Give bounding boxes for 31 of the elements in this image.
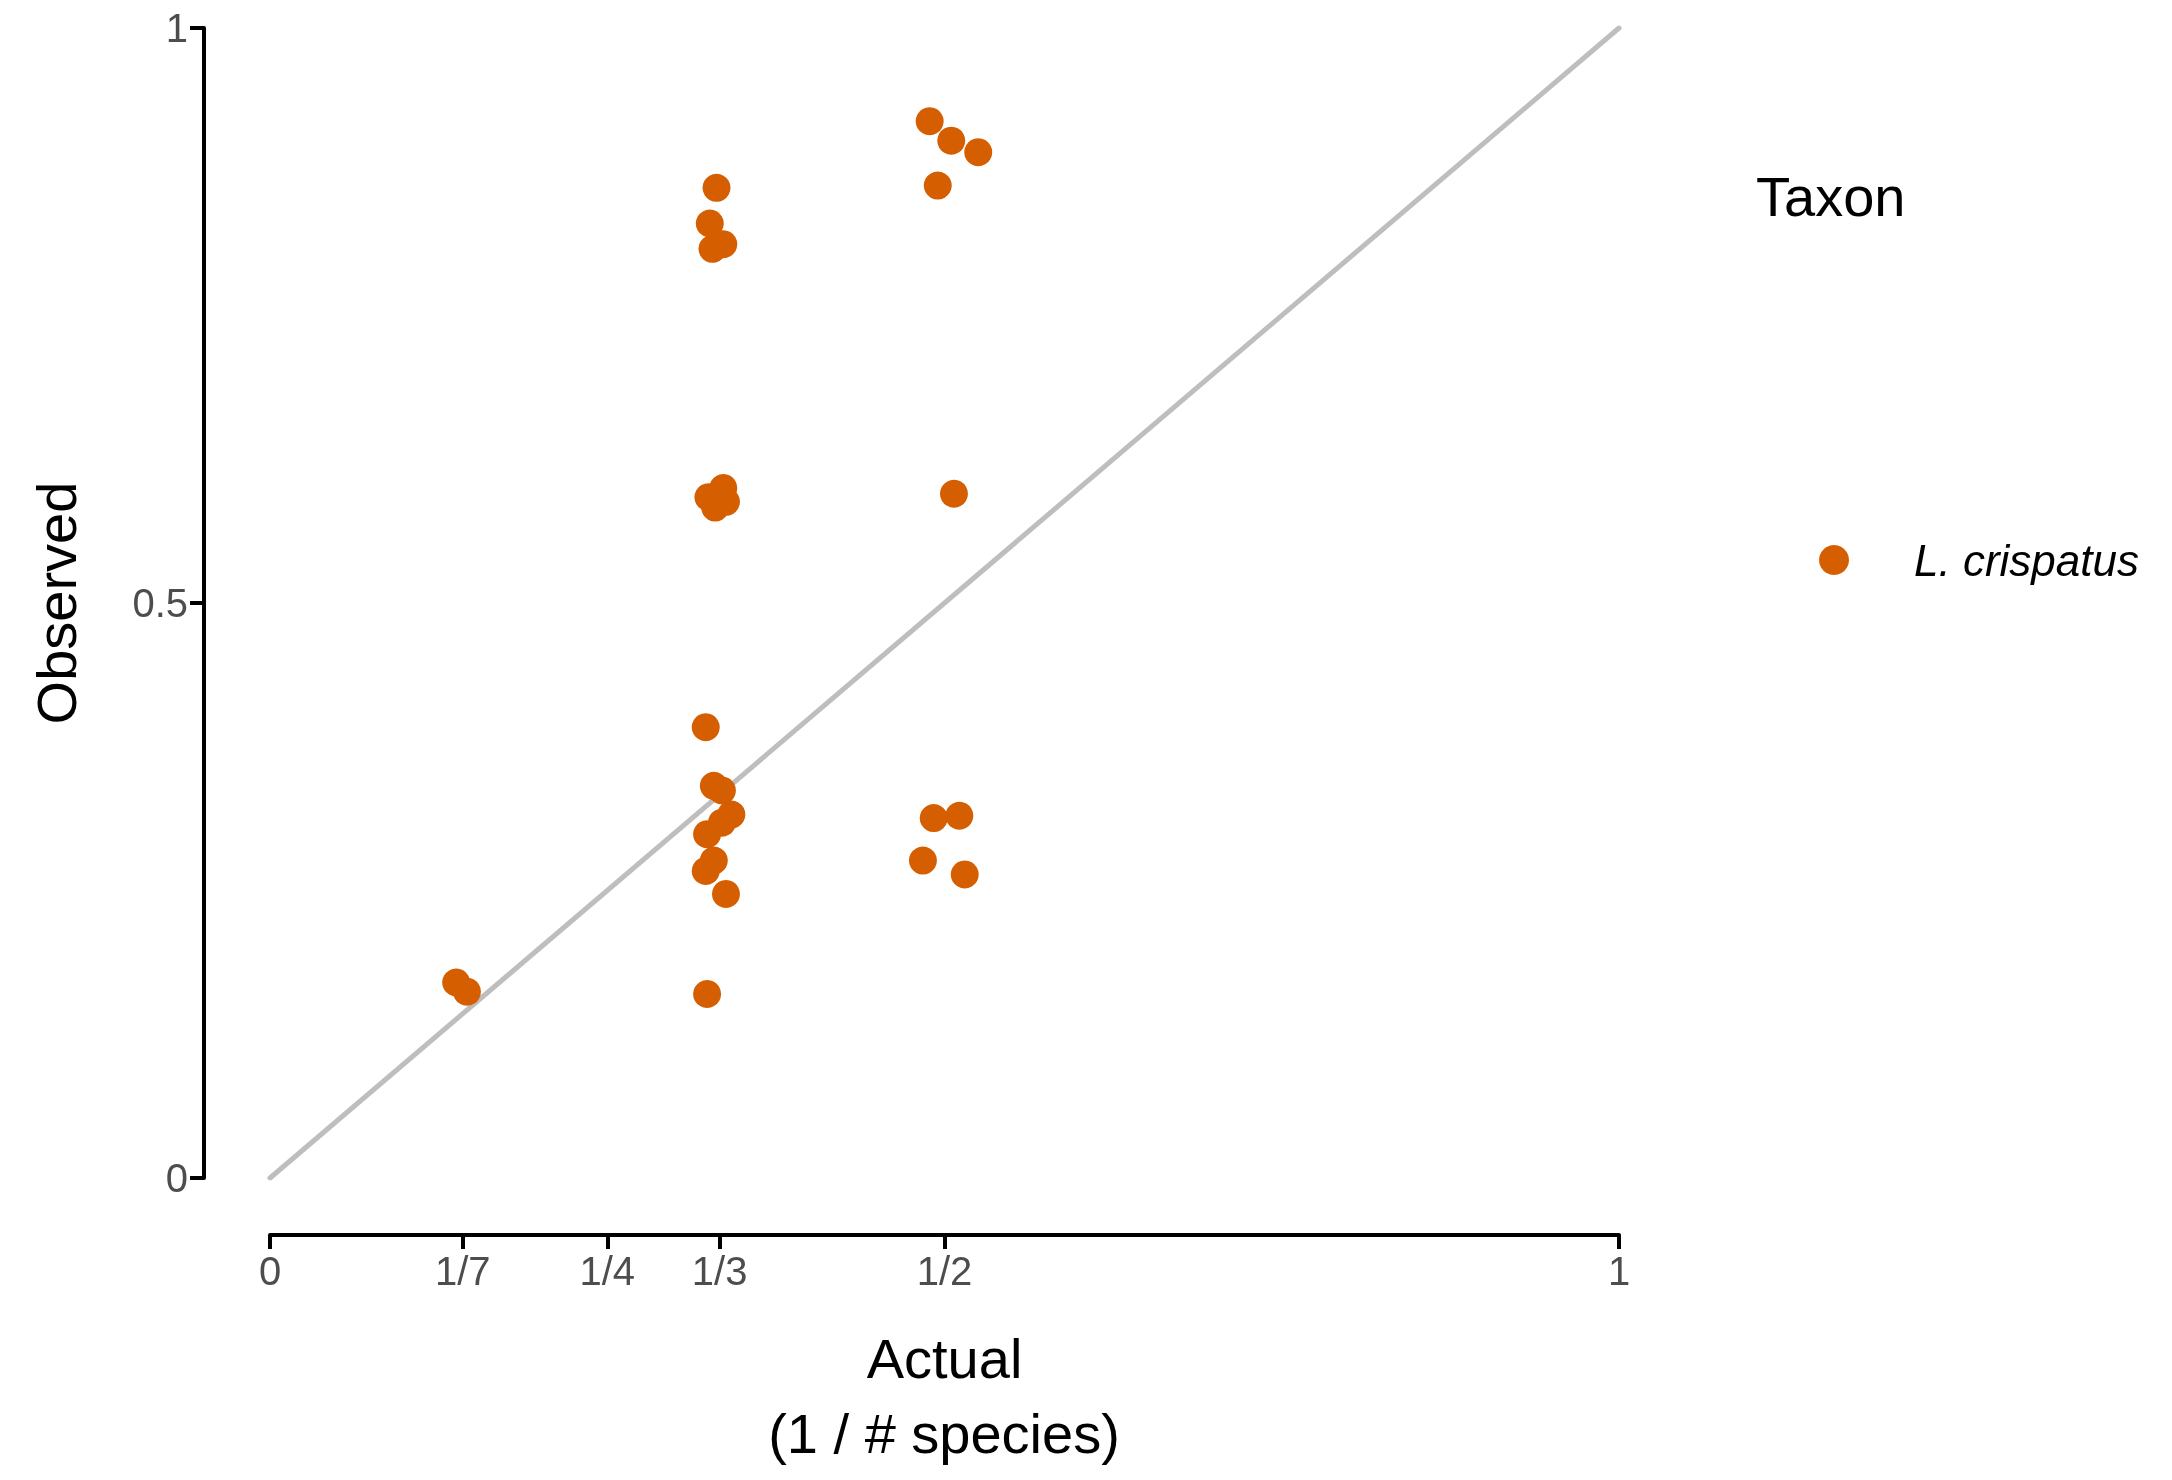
point <box>915 107 944 136</box>
point <box>693 820 722 849</box>
legend-label: L. crispatus <box>1914 535 2139 585</box>
legend-title: Taxon <box>1756 164 1906 228</box>
point <box>711 879 740 908</box>
point <box>950 860 979 889</box>
point <box>919 804 948 833</box>
y-tick-label: 1 <box>165 6 188 50</box>
point <box>691 856 720 885</box>
y-tick-label: 0.5 <box>132 581 188 625</box>
point <box>964 138 993 167</box>
x-tick-label: 1/2 <box>916 1249 973 1293</box>
x-tick-label: 1/7 <box>434 1249 491 1293</box>
text: (1 / # species) <box>768 1401 1120 1465</box>
point <box>945 801 974 830</box>
x-tick-label: 1/4 <box>579 1249 636 1293</box>
x-tick-label: 0 <box>258 1249 282 1293</box>
y-tick-label: 0 <box>165 1156 188 1200</box>
point <box>908 846 937 875</box>
point <box>939 479 968 508</box>
point <box>695 209 724 238</box>
x-tick-label: 1 <box>1607 1249 1631 1293</box>
y-axis-title: Observed <box>24 481 88 725</box>
point <box>452 977 481 1006</box>
point <box>693 980 722 1008</box>
point <box>702 173 731 202</box>
point <box>923 171 952 200</box>
point <box>691 713 720 742</box>
point <box>937 126 966 155</box>
x-axis-title: Actual <box>866 1326 1023 1390</box>
x-tick-label: 1/3 <box>691 1249 748 1293</box>
